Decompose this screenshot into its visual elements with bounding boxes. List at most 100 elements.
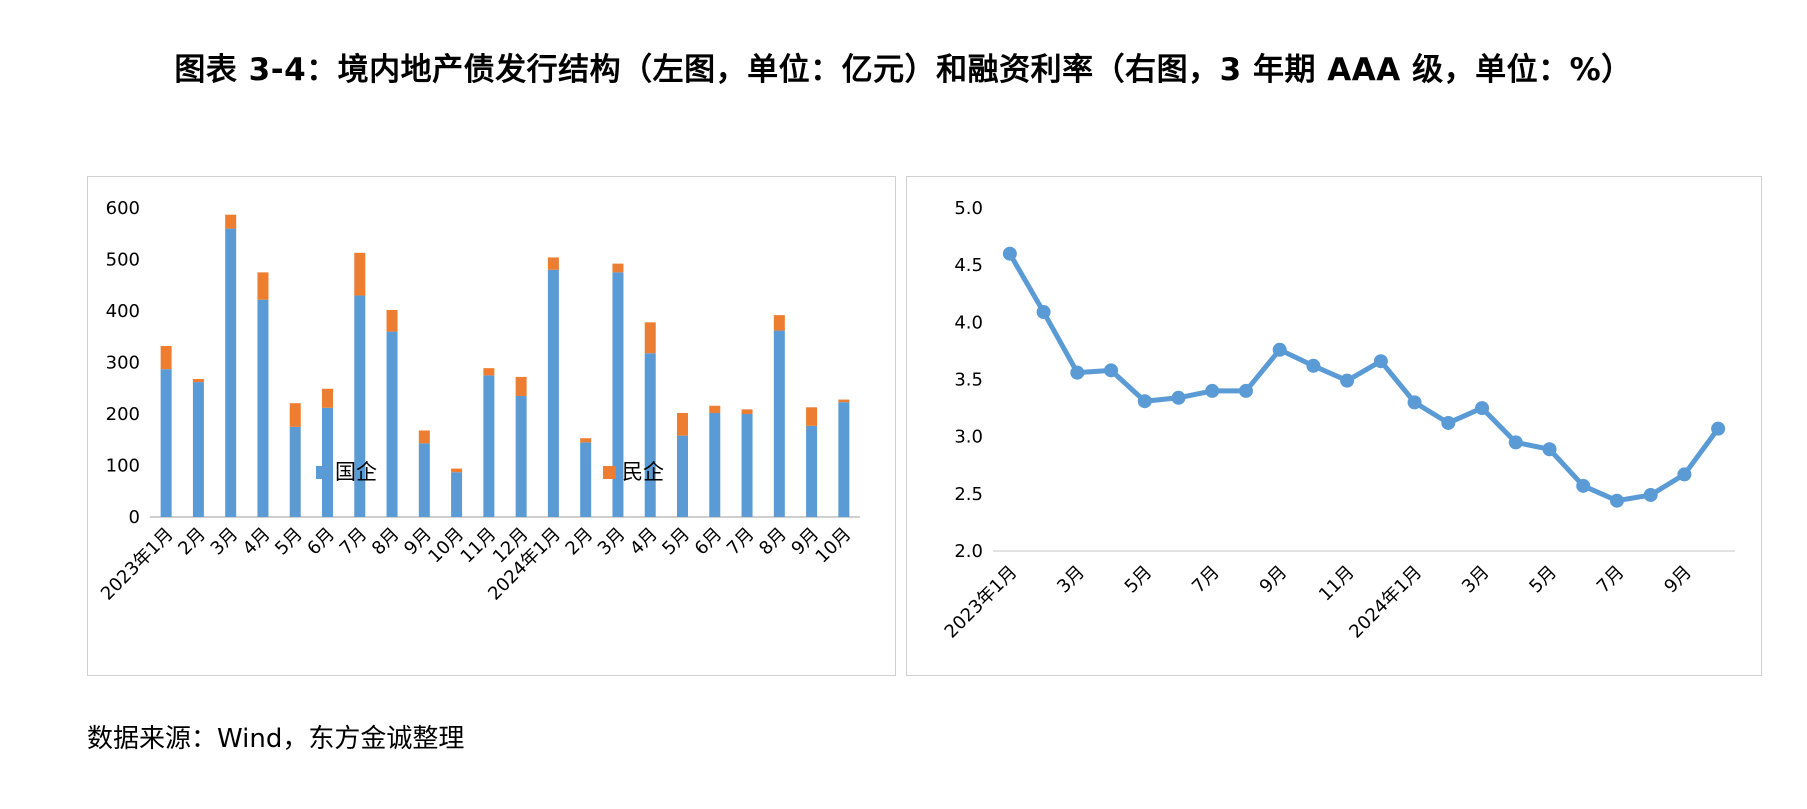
x-tick-label: 6月 bbox=[691, 524, 727, 560]
rate-point bbox=[1205, 383, 1220, 398]
rate-point bbox=[1036, 305, 1051, 320]
y-tick-label: 500 bbox=[106, 250, 140, 271]
private-bar bbox=[806, 407, 818, 426]
bar-chart: 01002003004005006002023年1月2月3月4月5月6月7月8月… bbox=[97, 198, 860, 605]
private-bar bbox=[225, 214, 237, 229]
soe-bar bbox=[773, 330, 785, 517]
private-bar bbox=[386, 309, 398, 332]
rate-point bbox=[1609, 493, 1624, 508]
rate-point bbox=[1441, 415, 1456, 430]
x-tick-label: 11月 bbox=[457, 524, 501, 568]
x-tick-label: 10月 bbox=[424, 524, 468, 568]
legend-swatch bbox=[316, 466, 329, 479]
soe-bar bbox=[160, 369, 172, 517]
x-tick-label: 8月 bbox=[755, 524, 791, 560]
line-chart: 2.0 2.5 3.0 3.5 4.0 4.5 5.0 2023年1月 3月 5月 7月 9月 11月2… bbox=[941, 198, 1735, 643]
private-bar bbox=[192, 378, 204, 383]
private-bar bbox=[773, 315, 785, 331]
private-bar bbox=[483, 368, 495, 376]
rate-point bbox=[1104, 363, 1119, 378]
x-tick-label: 7月 bbox=[723, 524, 759, 560]
rate-point bbox=[1340, 373, 1355, 388]
private-bar bbox=[709, 405, 721, 413]
y-tick-label: 5.0 bbox=[954, 198, 983, 219]
legend-label: 国企 bbox=[335, 460, 377, 484]
rate-point bbox=[1711, 421, 1726, 436]
legend-label: 民企 bbox=[622, 460, 664, 484]
rate-point bbox=[1070, 365, 1085, 380]
x-tick-label: 5月 bbox=[1121, 562, 1157, 598]
x-tick-label: 2023年1月 bbox=[941, 562, 1022, 643]
x-tick-label: 2023年1月 bbox=[97, 524, 178, 605]
y-tick-label: 0 bbox=[129, 507, 140, 528]
x-tick-label: 2024年1月 bbox=[1345, 562, 1426, 643]
rate-point bbox=[1407, 395, 1422, 410]
x-tick-label: 7月 bbox=[1593, 562, 1629, 598]
private-bar bbox=[838, 399, 850, 403]
x-tick-label: 3月 bbox=[207, 524, 243, 560]
x-tick-label: 6月 bbox=[303, 524, 339, 560]
private-bar bbox=[418, 430, 430, 444]
rate-point bbox=[1475, 401, 1490, 416]
y-tick-label: 200 bbox=[106, 404, 140, 425]
private-bar bbox=[515, 376, 527, 396]
y-tick-label: 4.5 bbox=[954, 255, 983, 276]
private-bar bbox=[322, 388, 333, 408]
x-tick-label: 9月 bbox=[1256, 562, 1292, 598]
y-tick-label: 3.5 bbox=[954, 370, 983, 391]
soe-bar bbox=[354, 295, 366, 517]
soe-bar bbox=[386, 331, 398, 517]
soe-bar bbox=[612, 272, 624, 517]
y-tick-label: 600 bbox=[106, 198, 140, 219]
x-tick-label: 8月 bbox=[368, 524, 404, 560]
y-tick-label: 2.0 bbox=[954, 541, 983, 562]
line-chart-panel: 2.0 2.5 3.0 3.5 4.0 4.5 5.0 2023年1月 3月 5月 7月 9月 11月 2… bbox=[906, 176, 1762, 676]
rate-point bbox=[1272, 342, 1287, 357]
legend-swatch bbox=[603, 466, 616, 479]
rate-point bbox=[1677, 467, 1692, 482]
soe-bar bbox=[580, 442, 592, 517]
soe-bar bbox=[677, 435, 688, 517]
y-tick-label: 100 bbox=[106, 456, 140, 477]
soe-bar bbox=[289, 426, 301, 517]
soe-bar bbox=[418, 443, 430, 517]
private-bar bbox=[677, 412, 688, 436]
soe-bar bbox=[322, 407, 333, 517]
rate-point bbox=[1002, 246, 1017, 261]
private-bar bbox=[451, 468, 463, 473]
x-tick-label: 10月 bbox=[812, 524, 856, 568]
x-tick-label: 4月 bbox=[239, 524, 275, 560]
private-bar bbox=[741, 409, 753, 414]
rate-point bbox=[1508, 435, 1523, 450]
x-tick-label: 2月 bbox=[562, 524, 598, 560]
x-tick-label: 5月 bbox=[271, 524, 307, 560]
x-tick-label: 5月 bbox=[658, 524, 694, 560]
x-tick-label: 4月 bbox=[626, 524, 662, 560]
rate-point bbox=[1542, 442, 1557, 457]
soe-bar bbox=[644, 353, 656, 517]
x-tick-label: 3月 bbox=[1458, 562, 1494, 598]
x-tick-label: 9月 bbox=[1660, 562, 1696, 598]
soe-bar bbox=[451, 472, 463, 517]
y-tick-label: 4.0 bbox=[954, 312, 983, 333]
rate-line bbox=[1007, 251, 1721, 504]
soe-bar bbox=[838, 402, 850, 517]
soe-bar bbox=[547, 269, 559, 517]
rate-point bbox=[1373, 354, 1388, 369]
page-title: 图表 3-4：境内地产债发行结构（左图，单位：亿元）和融资利率（右图，3 年期 … bbox=[174, 52, 1633, 88]
y-tick-label: 300 bbox=[106, 353, 140, 374]
soe-bar bbox=[709, 412, 721, 517]
x-tick-label: 5月 bbox=[1525, 562, 1561, 598]
private-bar bbox=[289, 403, 301, 427]
private-bar bbox=[644, 322, 656, 354]
soe-bar bbox=[225, 228, 237, 517]
x-tick-label: 7月 bbox=[336, 524, 372, 560]
soe-bar bbox=[257, 299, 269, 517]
private-bar bbox=[547, 257, 559, 270]
soe-bar bbox=[192, 382, 204, 517]
rate-point bbox=[1238, 383, 1253, 398]
soe-bar bbox=[741, 414, 753, 517]
rate-point bbox=[1643, 487, 1658, 502]
soe-bar bbox=[515, 395, 527, 517]
private-bar bbox=[612, 263, 624, 273]
